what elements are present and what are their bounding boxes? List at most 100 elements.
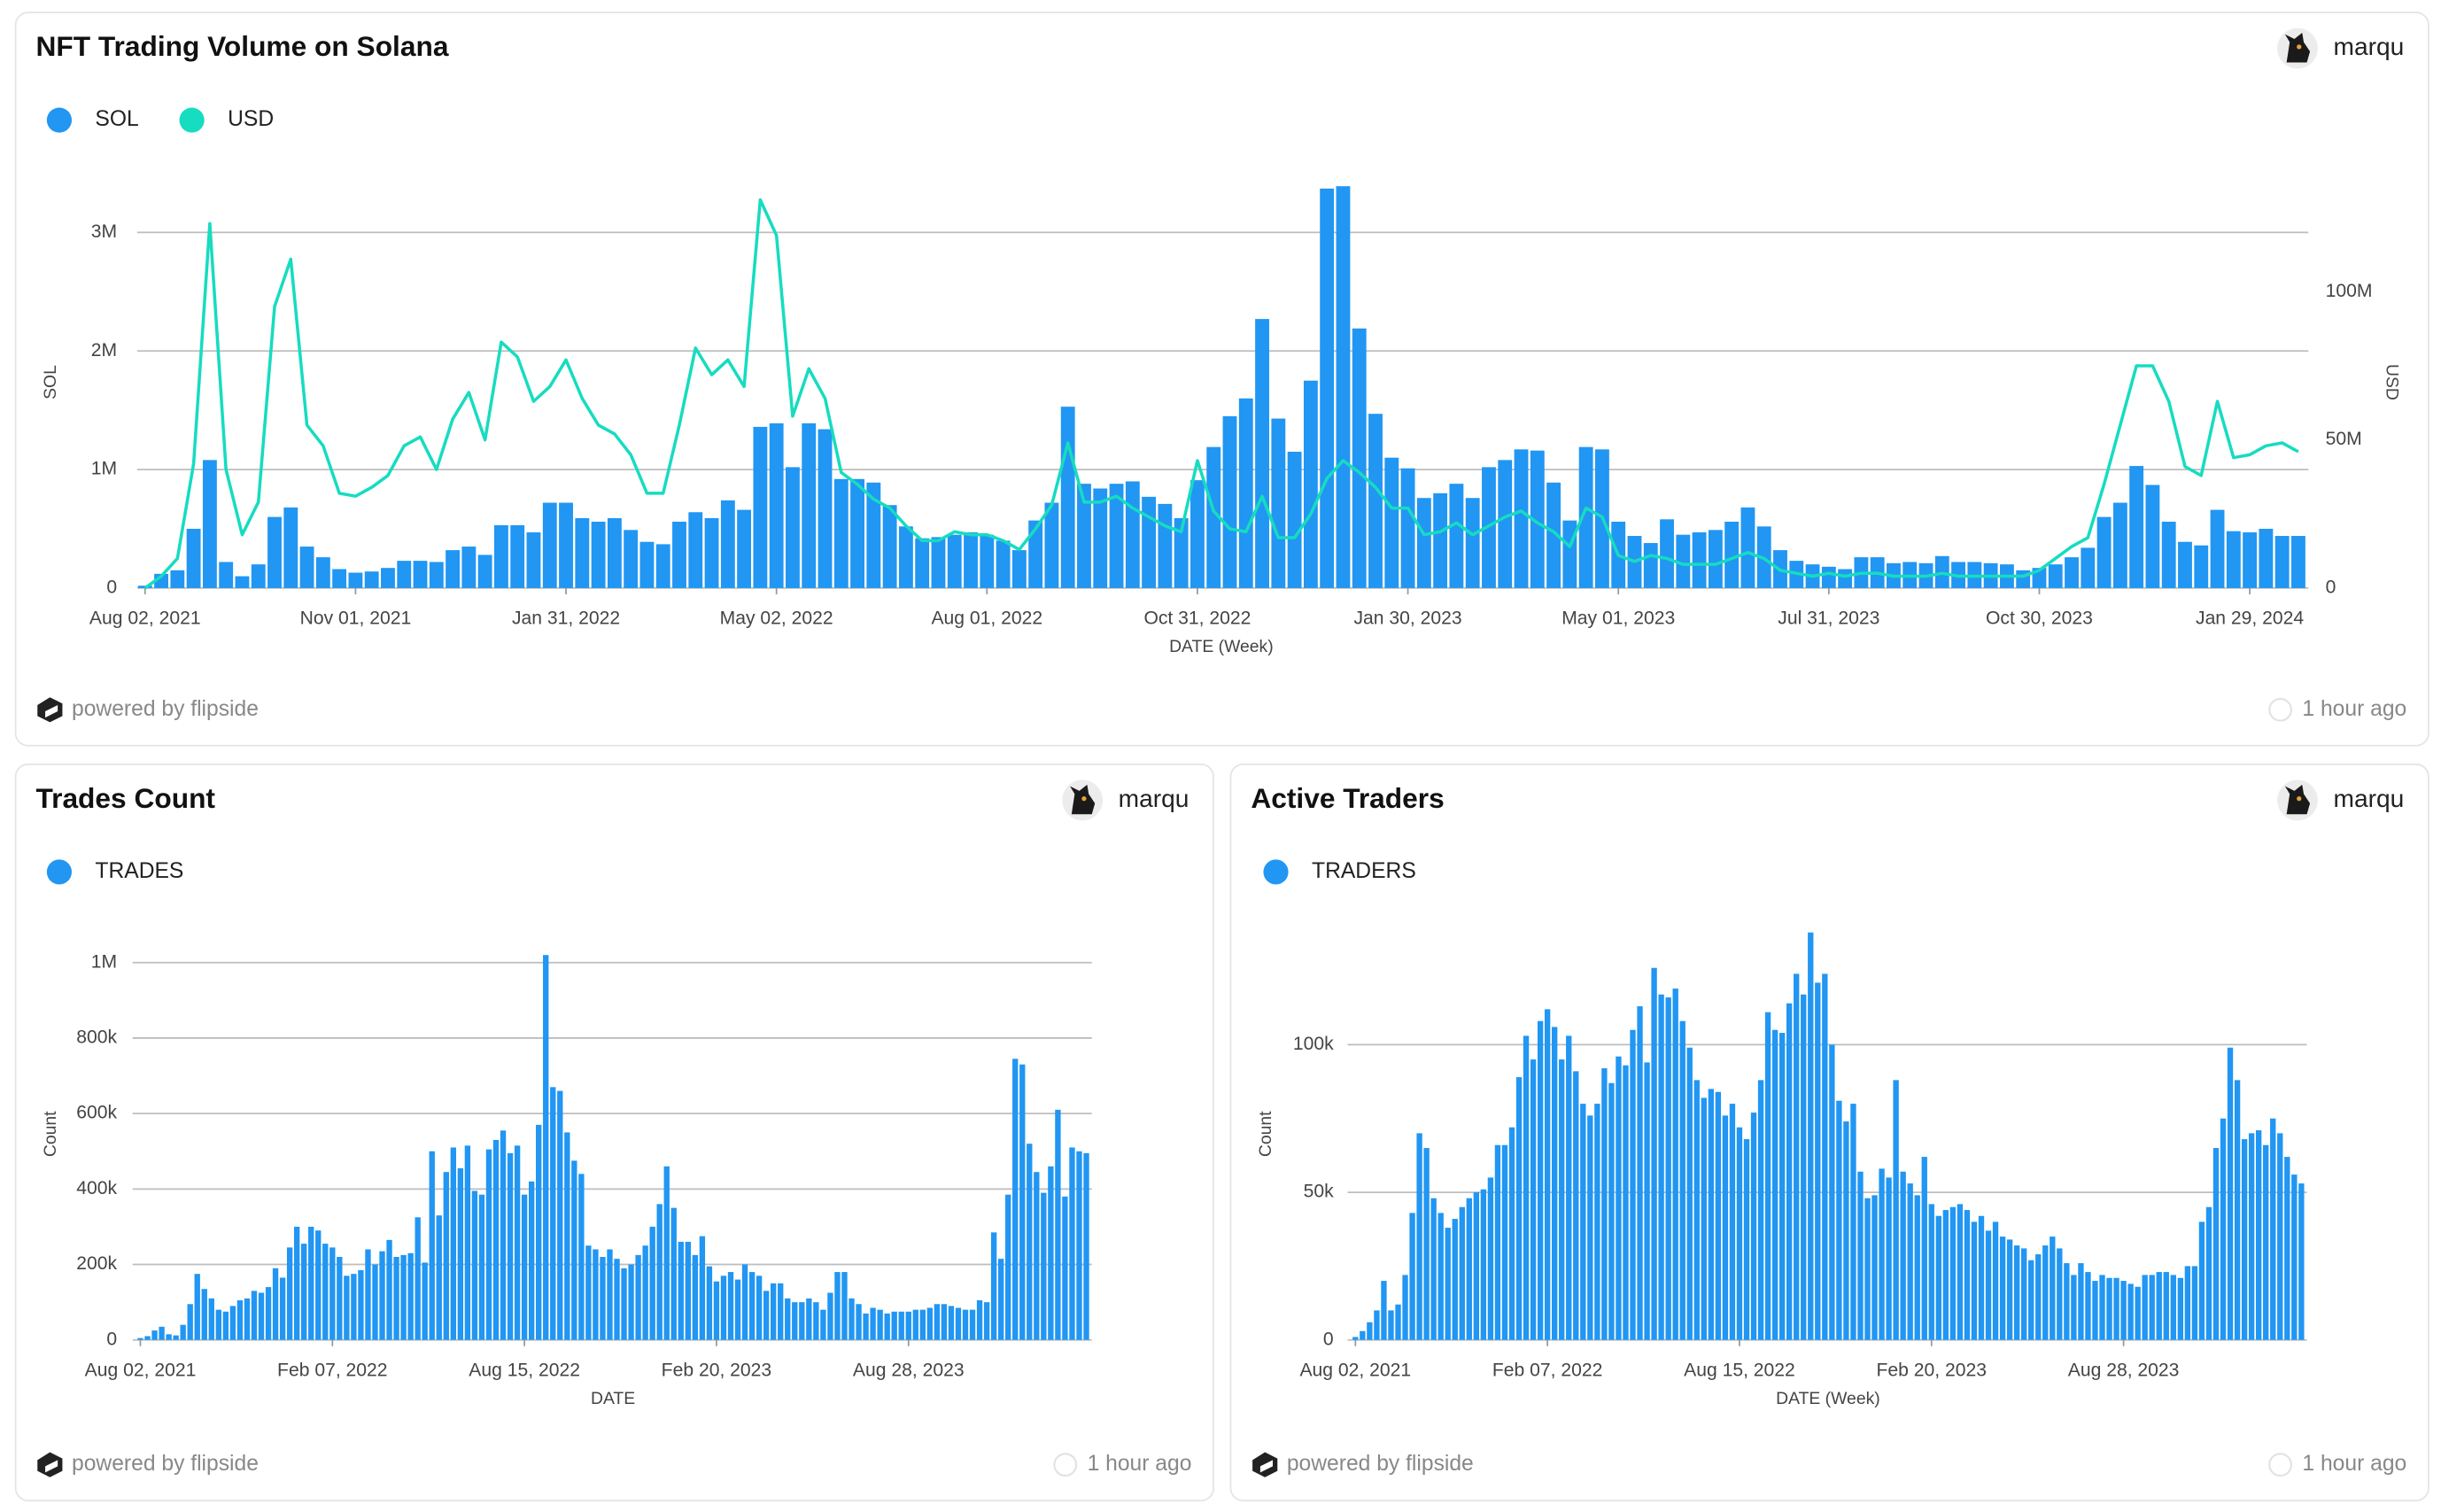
bar <box>461 547 477 588</box>
bar <box>2106 1277 2112 1340</box>
bar <box>1801 994 1807 1340</box>
y-tick-label: 3M <box>91 221 117 242</box>
legend-marker <box>179 107 205 133</box>
bar <box>2234 1080 2241 1340</box>
bar <box>322 1244 329 1340</box>
x-tick-label: Jul 31, 2023 <box>1778 609 1879 629</box>
bar <box>1465 498 1480 588</box>
bar <box>1498 460 1513 588</box>
bar <box>753 426 768 588</box>
bar <box>2013 1245 2020 1340</box>
bar <box>834 1272 841 1340</box>
y2-tick-label: 50M <box>2326 429 2362 449</box>
bar <box>877 1309 883 1340</box>
bar <box>1271 418 1286 588</box>
bar <box>457 1167 464 1340</box>
bar <box>593 1249 599 1340</box>
legend-label: TRADES <box>95 859 183 883</box>
y2-tick-label: 0 <box>2326 578 2336 598</box>
bar <box>493 524 508 588</box>
bar <box>229 1306 236 1340</box>
bar <box>1430 1198 1437 1340</box>
bar <box>564 1132 570 1340</box>
bar <box>591 521 606 588</box>
bar <box>1044 502 1059 588</box>
bar <box>443 1172 449 1340</box>
bar <box>2145 485 2160 588</box>
bar <box>485 1149 492 1340</box>
bar <box>685 1241 691 1340</box>
x-tick-label: Feb 07, 2022 <box>1492 1361 1603 1381</box>
bar <box>235 576 250 588</box>
footer-text: powered by flipside <box>72 1452 259 1476</box>
bar <box>348 572 363 588</box>
card <box>14 12 2429 747</box>
y-tick-label: 1M <box>91 459 117 479</box>
bar <box>2078 1263 2084 1340</box>
bar <box>1715 1091 1722 1340</box>
bar <box>1523 1035 1530 1340</box>
bar <box>962 1309 969 1340</box>
bar <box>337 1257 343 1340</box>
bar <box>315 557 330 588</box>
y-axis-label: Count <box>41 1111 60 1157</box>
bar <box>678 1241 684 1340</box>
bar <box>1900 1171 1906 1340</box>
bar <box>713 1281 720 1340</box>
bar <box>1794 973 1800 1340</box>
bar <box>688 512 703 588</box>
x-tick-label: Jan 31, 2022 <box>512 609 620 629</box>
bar <box>969 1309 976 1340</box>
footer-text: powered by flipside <box>1287 1452 1474 1476</box>
bar <box>600 1257 606 1340</box>
bar <box>642 1245 648 1340</box>
bar <box>1069 1147 1075 1340</box>
bar <box>1637 1006 1643 1340</box>
bar <box>2092 1281 2098 1340</box>
bar <box>450 1147 456 1340</box>
bar <box>1303 380 1318 588</box>
bar <box>1630 1029 1636 1340</box>
bar <box>727 1272 734 1340</box>
bar <box>2170 1275 2176 1340</box>
bar <box>649 1226 655 1340</box>
bar <box>2191 1266 2198 1340</box>
legend-marker <box>1263 859 1289 885</box>
bar <box>2065 557 2079 588</box>
bar <box>1005 1194 1011 1340</box>
bar <box>1708 530 1723 588</box>
bar <box>792 1302 798 1340</box>
bar <box>1287 452 1302 588</box>
bar <box>2243 532 2258 588</box>
bar <box>2241 1139 2248 1340</box>
bar <box>1384 457 1399 588</box>
x-axis-label: DATE (Week) <box>1776 1389 1880 1408</box>
y-tick-label: 0 <box>106 578 117 598</box>
bar <box>1651 967 1657 1340</box>
bar <box>446 550 461 588</box>
legend-marker <box>46 859 73 885</box>
bar <box>2210 509 2225 588</box>
bar <box>1757 1080 1764 1340</box>
bar <box>222 1311 229 1340</box>
bar <box>833 478 849 588</box>
bar <box>1409 1213 1415 1340</box>
bar <box>1093 488 1108 588</box>
y-tick-label: 0 <box>106 1329 117 1349</box>
bar <box>1692 532 1707 588</box>
bar <box>841 1272 848 1340</box>
bar <box>655 544 670 588</box>
bar <box>741 1264 748 1340</box>
bar <box>2099 1275 2105 1340</box>
bar <box>1701 1097 1707 1340</box>
bar <box>251 564 266 588</box>
x-axis-label: DATE (Week) <box>1169 637 1274 656</box>
bar <box>1786 1003 1793 1340</box>
bar <box>1850 1104 1856 1340</box>
bar <box>990 1232 997 1340</box>
bar <box>1736 1127 1743 1340</box>
bar <box>351 1274 357 1340</box>
bar <box>1437 1213 1444 1340</box>
bar <box>624 530 639 588</box>
